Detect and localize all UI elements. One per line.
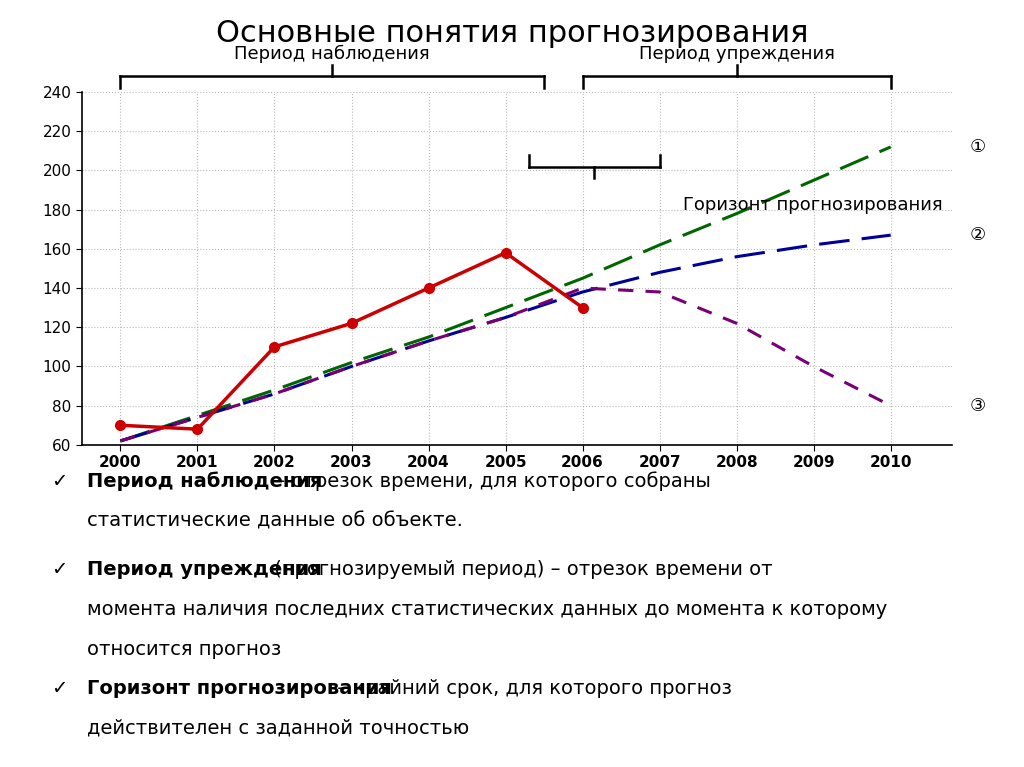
Text: момента наличия последних статистических данных до момента к которому: момента наличия последних статистических… — [87, 600, 887, 619]
Text: Основные понятия прогнозирования: Основные понятия прогнозирования — [216, 19, 808, 48]
Text: ✓: ✓ — [51, 679, 68, 698]
Text: Период упреждения: Период упреждения — [87, 560, 322, 579]
Text: – отрезок времени, для которого собраны: – отрезок времени, для которого собраны — [269, 472, 712, 492]
Text: Период упреждения: Период упреждения — [639, 44, 835, 63]
Text: Период наблюдения: Период наблюдения — [87, 472, 323, 492]
Text: Горизонт прогнозирования: Горизонт прогнозирования — [683, 196, 942, 214]
Text: Горизонт прогнозирования: Горизонт прогнозирования — [87, 679, 392, 698]
Text: ✓: ✓ — [51, 472, 68, 491]
Text: ③: ③ — [970, 397, 986, 415]
Text: – крайний срок, для которого прогноз: – крайний срок, для которого прогноз — [331, 679, 731, 698]
Text: статистические данные об объекте.: статистические данные об объекте. — [87, 512, 463, 531]
Text: ✓: ✓ — [51, 560, 68, 579]
Text: ②: ② — [970, 226, 986, 244]
Text: ①: ① — [970, 138, 986, 156]
Text: относится прогноз: относится прогноз — [87, 640, 282, 659]
Text: (прогнозируемый период) – отрезок времени от: (прогнозируемый период) – отрезок времен… — [268, 560, 773, 579]
Text: действителен с заданной точностью: действителен с заданной точностью — [87, 719, 469, 738]
Text: Период наблюдения: Период наблюдения — [234, 44, 430, 63]
